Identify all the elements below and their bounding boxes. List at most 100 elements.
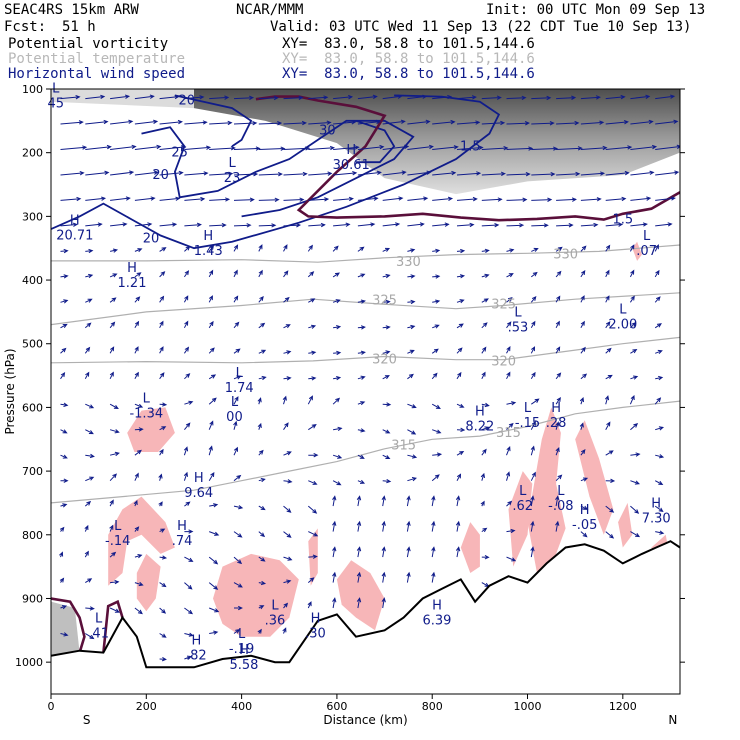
wind-arrow — [333, 94, 354, 100]
wind-arrow — [506, 146, 534, 151]
wind-arrow — [506, 321, 512, 329]
wind-arrow — [60, 299, 69, 304]
wind-arrow — [456, 451, 465, 456]
wind-arrow — [654, 505, 664, 513]
wind-arrow — [233, 146, 261, 151]
wind-arrow — [407, 324, 416, 330]
forecast-hour: 51 h — [62, 19, 96, 35]
theta-contour-325 — [51, 292, 680, 326]
isotach-contour — [141, 119, 415, 218]
wind-arrow — [159, 426, 167, 431]
wind-arrow — [233, 197, 255, 202]
wind-arrow — [630, 348, 638, 354]
model-title: SEAC4RS 15km ARW — [4, 2, 139, 18]
wind-arrow — [209, 630, 219, 635]
wind-arrow — [257, 397, 262, 405]
wind-arrow — [209, 607, 220, 613]
wind-arrow — [85, 578, 93, 584]
wind-arrow — [630, 321, 637, 329]
wind-arrow — [382, 478, 392, 484]
wind-arrow — [184, 582, 193, 590]
wind-arrow — [506, 197, 528, 202]
wind-arrow — [134, 170, 159, 176]
wind-arrow — [506, 528, 516, 534]
wind-arrow — [556, 223, 574, 228]
wind-arrow — [110, 579, 120, 585]
wind-arrow — [629, 295, 635, 303]
y-axis-title: Pressure (hPa) — [3, 348, 17, 434]
wind-arrow — [630, 222, 648, 227]
wind-arrow — [184, 556, 194, 562]
wind-arrow — [258, 531, 266, 538]
wind-arrow — [134, 94, 155, 100]
wind-arrow — [184, 171, 209, 176]
wind-arrow — [134, 607, 143, 615]
wind-arrow — [407, 170, 432, 176]
wind-arrow — [184, 196, 206, 202]
wind-arrow — [134, 346, 139, 354]
wind-arrow — [258, 296, 264, 303]
wind-arrow — [604, 395, 610, 405]
wind-arrow — [85, 144, 112, 150]
wind-arrow — [258, 349, 267, 354]
field-xy-horizontal-wind-speed: XY= 83.0, 58.8 to 101.5,144.6 — [282, 66, 535, 82]
extremum-value-label: 00 — [226, 410, 243, 425]
wind-arrow — [530, 296, 537, 303]
wind-arrow — [481, 273, 490, 278]
extremum-value-label: 6.39 — [423, 614, 452, 629]
wind-arrow — [308, 554, 318, 559]
wind-arrow — [407, 373, 414, 380]
wind-arrow — [357, 479, 366, 484]
wind-arrow — [455, 546, 461, 558]
wind-arrow — [630, 480, 640, 485]
wind-arrow — [109, 403, 119, 410]
wind-arrow — [382, 144, 410, 150]
organization-label: NCAR/MMM — [236, 2, 304, 18]
wind-arrow — [59, 577, 65, 583]
wind-arrow — [580, 171, 606, 176]
wind-arrow — [605, 421, 611, 430]
wind-arrow — [407, 196, 429, 201]
wind-arrow — [629, 269, 635, 278]
wind-arrow — [307, 577, 315, 583]
wind-arrow — [580, 222, 599, 228]
x-tick-label: 400 — [231, 700, 252, 713]
wind-arrow — [134, 248, 143, 253]
wind-arrow — [357, 454, 365, 459]
wind-arrow — [456, 95, 477, 100]
wind-arrow — [134, 371, 139, 380]
wind-arrow — [84, 500, 92, 507]
extremum-type-label: H — [580, 503, 590, 518]
wind-arrow — [233, 582, 243, 588]
wind-arrow — [85, 170, 110, 176]
wind-arrow — [381, 546, 386, 558]
wind-arrow — [209, 95, 230, 100]
wind-arrow — [531, 95, 552, 101]
wind-arrow — [580, 505, 589, 510]
wind-arrow — [209, 503, 219, 508]
wind-arrow — [356, 571, 362, 583]
wind-arrow — [630, 531, 641, 538]
wind-arrow — [134, 144, 162, 150]
wind-arrow — [630, 423, 639, 431]
wind-arrow — [506, 401, 517, 406]
wind-arrow — [183, 295, 189, 303]
wind-arrow — [630, 505, 640, 514]
wind-arrow — [431, 403, 441, 409]
wind-arrow — [184, 145, 212, 150]
wind-arrow — [431, 546, 436, 558]
wind-arrow — [209, 531, 220, 536]
wind-arrow — [258, 269, 263, 278]
plot-frame — [50, 88, 681, 695]
init-time: Init: 00 UTC Mon 09 Sep 13 — [486, 2, 706, 18]
wind-arrow — [233, 121, 258, 126]
wind-arrow — [209, 146, 236, 151]
wind-arrow — [506, 346, 511, 354]
wind-arrow — [283, 120, 307, 126]
wind-arrow — [456, 274, 466, 279]
extremum-type-label: H — [346, 143, 356, 158]
wind-arrow — [333, 196, 354, 202]
extremum-type-label: L — [238, 627, 246, 642]
extremum-value-label: 5.58 — [230, 658, 259, 673]
